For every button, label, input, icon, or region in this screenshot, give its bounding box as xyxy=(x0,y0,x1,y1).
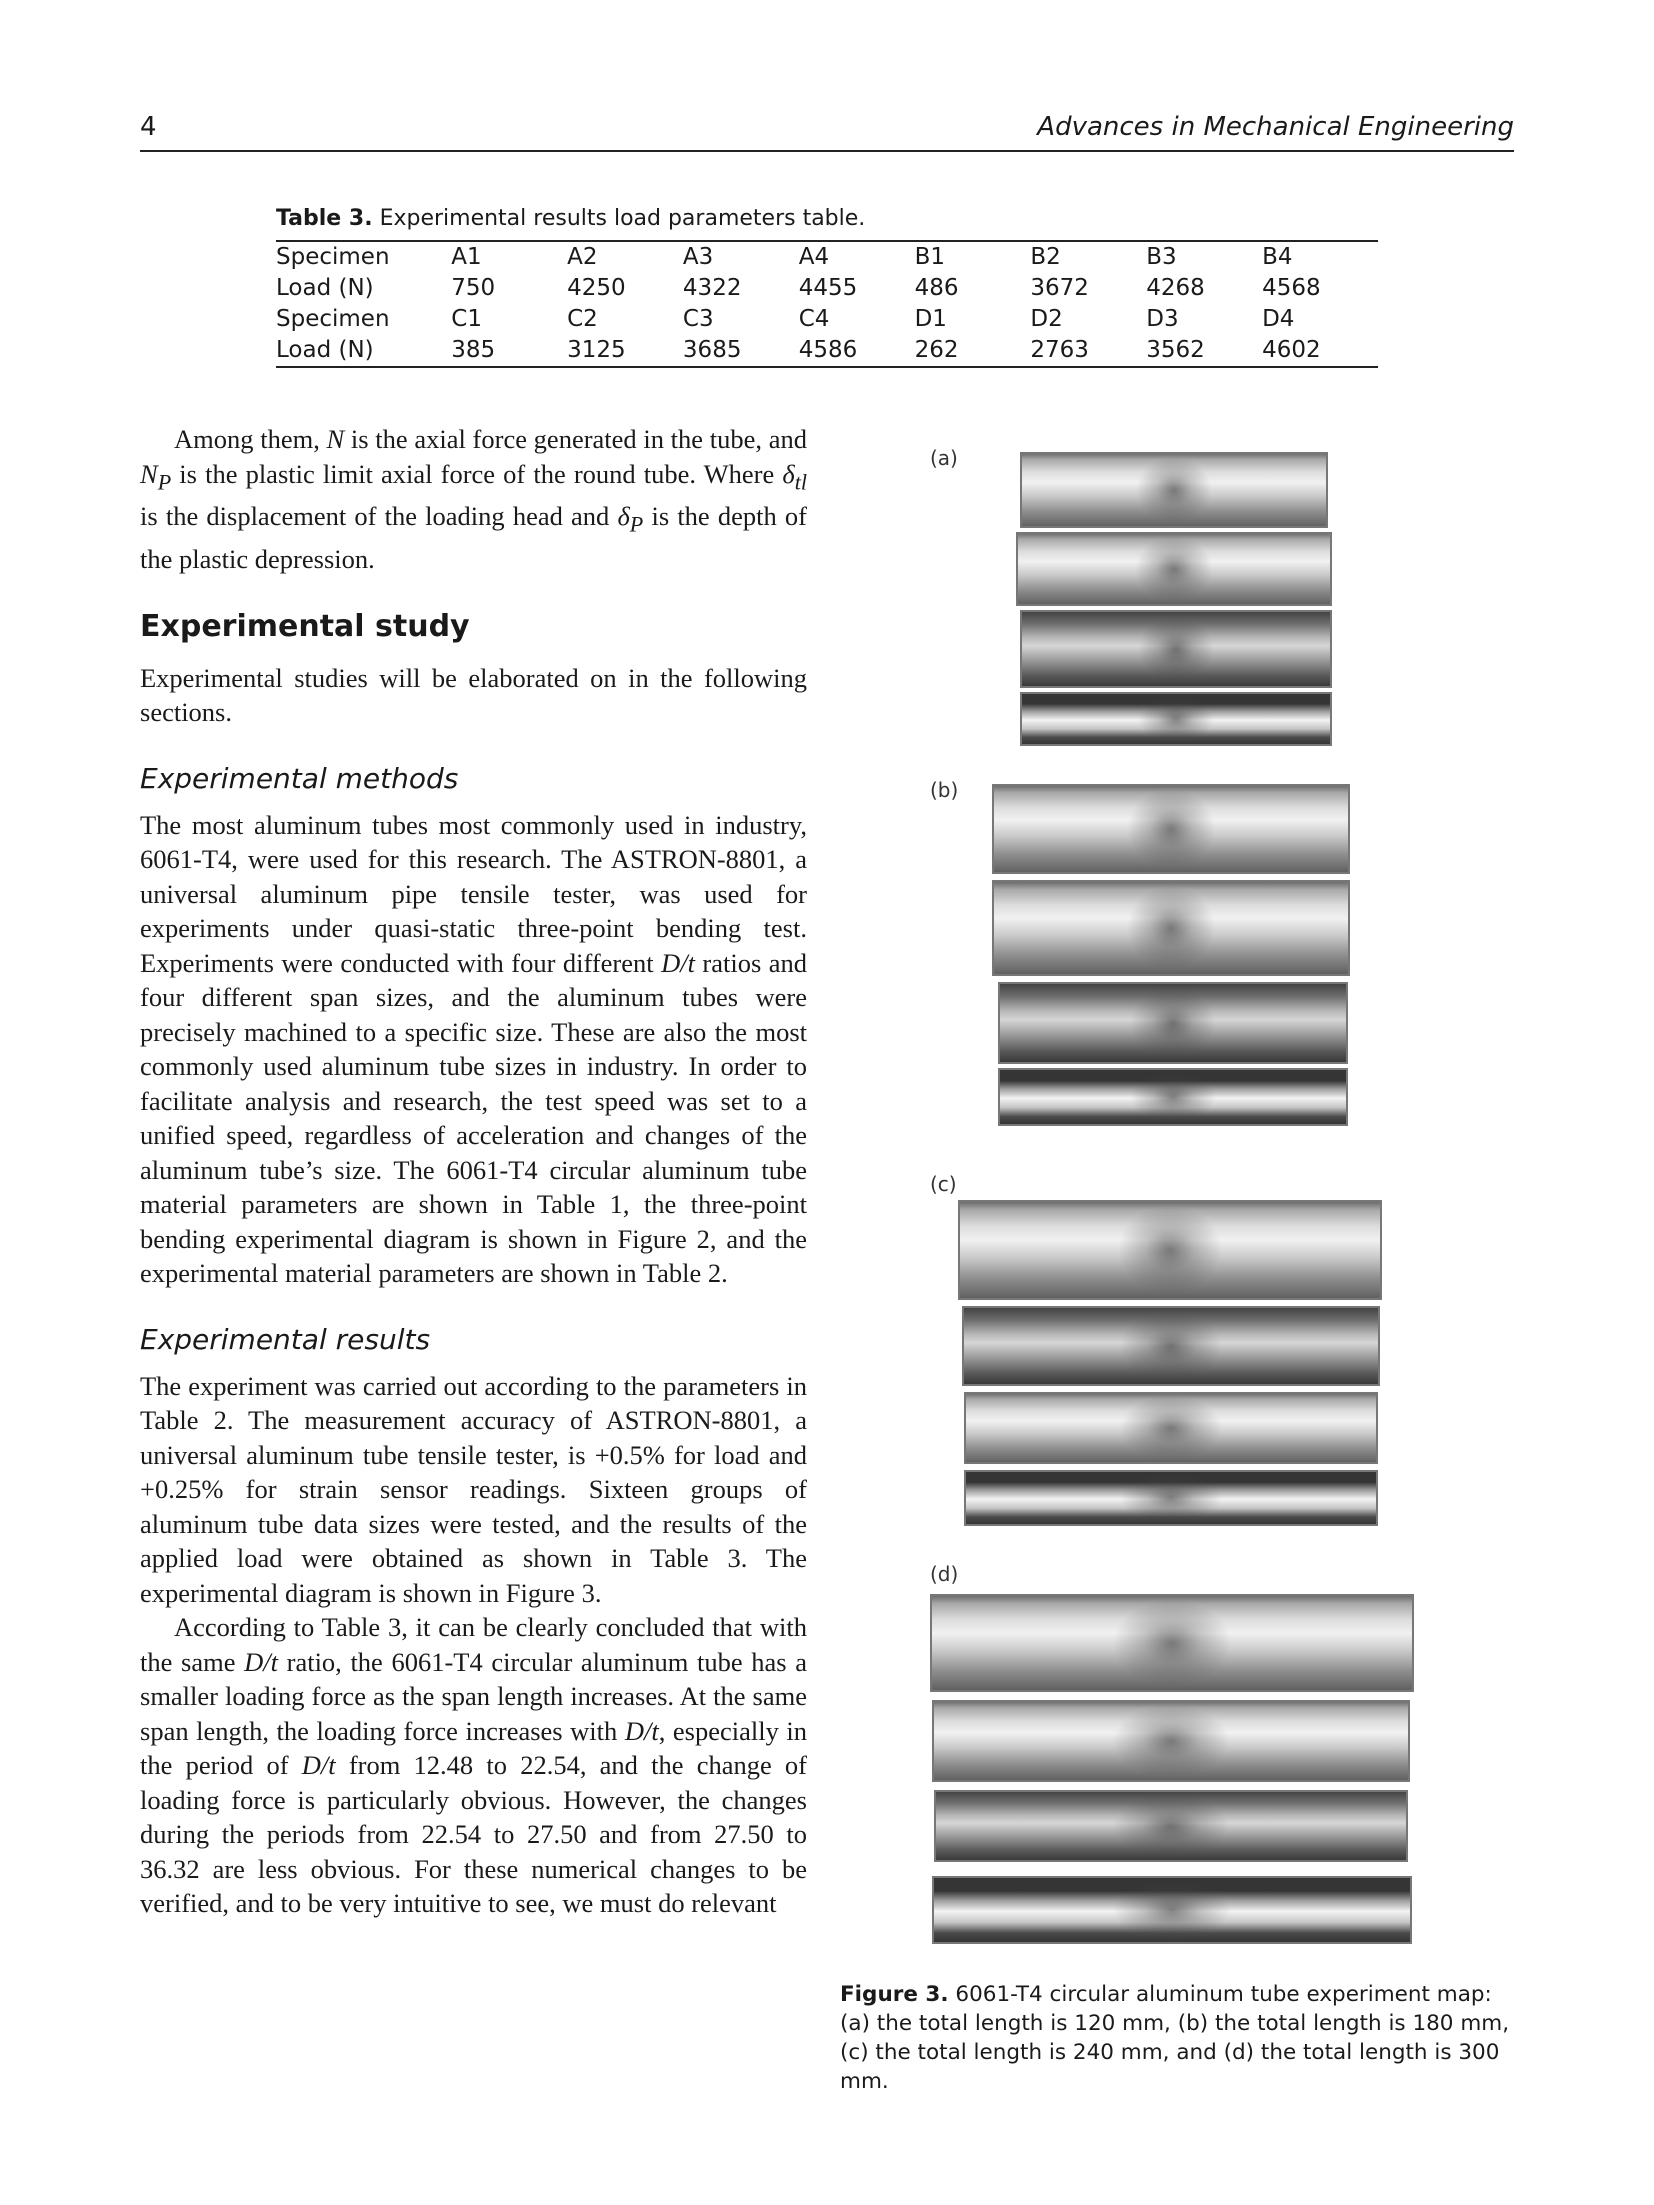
table-cell: 262 xyxy=(914,337,959,363)
study-paragraph: Experimental studies will be elaborated … xyxy=(140,662,807,728)
tube-photo-d4 xyxy=(932,1876,1412,1944)
table-cell: 486 xyxy=(914,275,959,301)
subsection-heading-methods: Experimental methods xyxy=(140,761,459,795)
table-cell: A1 xyxy=(451,244,482,270)
table-bottom-rule xyxy=(276,366,1378,368)
figure-panel-label-b: (b) xyxy=(930,778,959,802)
tube-photo-b2 xyxy=(992,880,1350,976)
tube-photo-d3 xyxy=(934,1790,1408,1862)
results-table: Specimen A1 A2 A3 A4 B1 B2 B3 B4 Load (N) 750 4250 4… xyxy=(276,242,1378,366)
table-row-header: Specimen xyxy=(276,306,390,332)
table-cell: 4586 xyxy=(798,337,858,363)
table-row: Load (N) 750 4250 4322 4455 486 3672 4268 4568 xyxy=(276,273,1378,304)
tube-photo-d2 xyxy=(932,1700,1410,1782)
table-row: Specimen A1 A2 A3 A4 B1 B2 B3 B4 xyxy=(276,242,1378,273)
table-cell: 4268 xyxy=(1146,275,1205,301)
table-row-header: Specimen xyxy=(276,244,390,270)
table-cell: A3 xyxy=(682,244,714,270)
table-cell: 4455 xyxy=(798,275,858,301)
tube-photo-b4 xyxy=(998,1068,1348,1126)
tube-photo-a3 xyxy=(1020,610,1332,688)
intro-paragraph: Among them, N is the axial force generat… xyxy=(140,424,807,575)
table-3: Specimen A1 A2 A3 A4 B1 B2 B3 B4 Load (N) 750 4250 4… xyxy=(276,240,1378,368)
tube-photo-c2 xyxy=(962,1306,1380,1386)
tube-photo-a1 xyxy=(1020,452,1328,528)
journal-name: Advances in Mechanical Engineering xyxy=(1037,112,1514,142)
tube-photo-c4 xyxy=(964,1470,1378,1526)
table-label: Table 3. xyxy=(276,206,373,231)
methods-paragraph: The most aluminum tubes most commonly us… xyxy=(140,809,808,1289)
page-number: 4 xyxy=(140,112,157,142)
tube-photo-b3 xyxy=(998,982,1348,1064)
table-cell: 3685 xyxy=(682,337,742,363)
section-heading-experimental-study: Experimental study xyxy=(140,608,470,644)
figure-panel-label-d: (d) xyxy=(930,1562,959,1586)
subsection-heading-results: Experimental results xyxy=(140,1322,431,1356)
tube-photo-c1 xyxy=(958,1200,1382,1300)
figure-caption-text: 6061-T4 circular aluminum tube experimen… xyxy=(840,1982,1510,2094)
tube-photo-b1 xyxy=(992,784,1350,874)
table-top-rule xyxy=(276,240,1378,242)
table-row-header: Load (N) xyxy=(276,275,374,301)
table-cell: C1 xyxy=(451,306,482,332)
table-cell: 4568 xyxy=(1262,275,1321,301)
table-cell: D2 xyxy=(1030,306,1063,332)
table-cell: 2763 xyxy=(1030,337,1089,363)
table-title: Experimental results load parameters tab… xyxy=(379,206,866,231)
table-row-header: Load (N) xyxy=(276,337,374,363)
table-cell: 4250 xyxy=(567,275,626,301)
results-paragraph-1: The experiment was carried out according… xyxy=(140,1370,807,1608)
table-cell: C4 xyxy=(798,306,830,332)
tube-photo-d1 xyxy=(930,1594,1414,1692)
left-column: Among them, N is the axial force generat… xyxy=(140,422,807,1921)
figure-caption-label: Figure 3. xyxy=(840,1982,949,2007)
table-cell: D4 xyxy=(1262,306,1295,332)
tube-photo-c3 xyxy=(964,1392,1378,1464)
table-cell: 385 xyxy=(451,337,496,363)
table-cell: C3 xyxy=(682,306,714,332)
table-caption: Table 3. Experimental results load param… xyxy=(276,206,865,231)
tube-photo-a4 xyxy=(1020,692,1332,746)
figure-panel-label-a: (a) xyxy=(930,446,958,470)
table-cell: 3672 xyxy=(1030,275,1089,301)
table-cell: A2 xyxy=(567,244,598,270)
table-row: Specimen C1 C2 C3 C4 D1 D2 D3 D4 xyxy=(276,304,1378,335)
table-cell: D1 xyxy=(914,306,947,332)
table-cell: B1 xyxy=(914,244,945,270)
table-cell: 3562 xyxy=(1146,337,1205,363)
table-cell: A4 xyxy=(798,244,830,270)
tube-photo-a2 xyxy=(1016,532,1332,606)
table-cell: B3 xyxy=(1146,244,1177,270)
header-rule xyxy=(140,150,1514,152)
table-cell: 750 xyxy=(451,275,496,301)
table-cell: 4602 xyxy=(1262,337,1321,363)
table-cell: 3125 xyxy=(567,337,626,363)
results-paragraph-2: According to Table 3, it can be clearly … xyxy=(140,1612,808,1919)
figure-caption: Figure 3. 6061-T4 circular aluminum tube… xyxy=(840,1980,1516,2096)
figure-panel-label-c: (c) xyxy=(930,1172,957,1196)
table-cell: 4322 xyxy=(682,275,742,301)
table-cell: B4 xyxy=(1262,244,1293,270)
table-row: Load (N) 385 3125 3685 4586 262 2763 3562 4602 xyxy=(276,335,1378,366)
table-cell: C2 xyxy=(567,306,598,332)
table-cell: B2 xyxy=(1030,244,1061,270)
table-cell: D3 xyxy=(1146,306,1179,332)
